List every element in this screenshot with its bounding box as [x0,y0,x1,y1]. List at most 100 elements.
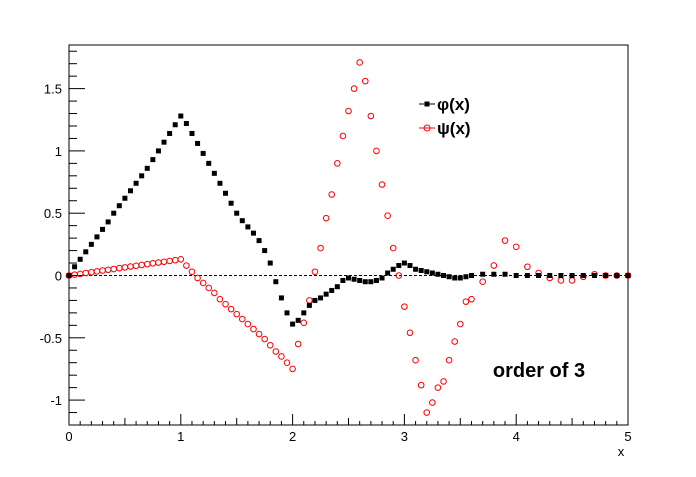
psi-point [490,262,498,269]
phi-point [379,275,385,281]
phi-point [155,148,161,154]
phi-point [569,272,575,278]
phi-point [318,295,324,301]
phi-point [228,200,234,206]
phi-point [111,210,117,216]
psi-point [468,295,475,303]
legend-psi-label: ψ(x) [437,119,471,138]
psi-point [261,335,268,343]
psi-point [317,244,324,252]
psi-point [311,268,319,276]
phi-point [614,272,620,278]
phi-point [362,279,368,285]
x-tick-label: 4 [513,429,520,444]
psi-point [250,325,257,333]
phi-point [373,277,379,283]
phi-point [256,238,262,244]
phi-point [429,270,435,276]
psi-point [216,295,224,303]
psi-point [417,381,425,389]
psi-point [238,315,246,323]
phi-point [278,295,284,301]
phi-point [200,150,206,156]
phi-point [301,310,307,316]
phi-point [536,272,542,278]
psi-point [395,272,403,279]
y-tick-label: 1 [55,144,62,159]
x-axis-label: x [618,444,625,459]
y-tick-label: 0 [55,268,62,283]
phi-point [547,272,553,278]
phi-point [424,269,430,275]
legend-psi-marker [423,124,431,132]
psi-point [345,107,352,115]
psi-point [244,320,252,328]
psi-point [412,356,419,364]
phi-point [178,113,184,119]
psi-point [194,274,201,282]
x-tick-label: 2 [289,429,296,444]
y-tick-label: -0.5 [40,331,62,346]
phi-point [346,275,351,281]
phi-point [262,248,268,254]
phi-point [273,279,279,285]
phi-point [139,173,145,179]
psi-point [199,279,207,287]
psi-point [255,330,263,338]
phi-point [94,234,100,240]
phi-point [334,284,340,290]
x-tick-label: 0 [65,429,72,444]
psi-point [211,289,218,297]
phi-point [463,274,469,280]
psi-point [334,160,341,167]
psi-point [328,191,336,198]
y-tick-label: -1 [50,393,62,408]
psi-point [406,329,414,337]
phi-point [491,271,497,277]
phi-point [603,272,609,278]
phi-point [625,272,631,278]
psi-point [361,77,369,85]
phi-point [351,276,357,282]
psi-point [384,212,391,219]
phi-point [122,195,128,201]
psi-point [177,255,185,263]
phi-point [368,279,374,285]
phi-point [396,263,402,269]
psi-point [451,338,459,345]
phi-point [105,219,111,225]
psi-point [479,278,486,286]
psi-point [294,340,302,348]
psi-point [367,112,375,120]
phi-point [323,291,329,297]
phi-point [167,130,173,136]
phi-point [223,190,229,196]
phi-point [502,271,508,277]
phi-point [72,264,78,270]
psi-point [440,378,447,385]
x-tick-label: 3 [401,429,408,444]
psi-point [205,284,213,292]
phi-point [457,275,463,281]
phi-point [250,230,256,236]
psi-point [222,300,229,308]
psi-point [613,272,621,279]
phi-point [211,170,217,176]
phi-point [284,310,290,316]
phi-point [88,241,94,247]
phi-point [234,210,240,216]
phi-point [340,277,346,283]
phi-point [267,260,273,266]
psi-point [401,303,408,310]
phi-point [513,272,519,278]
psi-point [457,320,464,328]
psi-point [445,356,453,364]
phi-point [446,274,452,280]
phi-point [480,271,486,277]
y-tick-label: 0.5 [44,206,62,221]
psi-point [373,147,380,155]
psi-point [434,384,442,391]
